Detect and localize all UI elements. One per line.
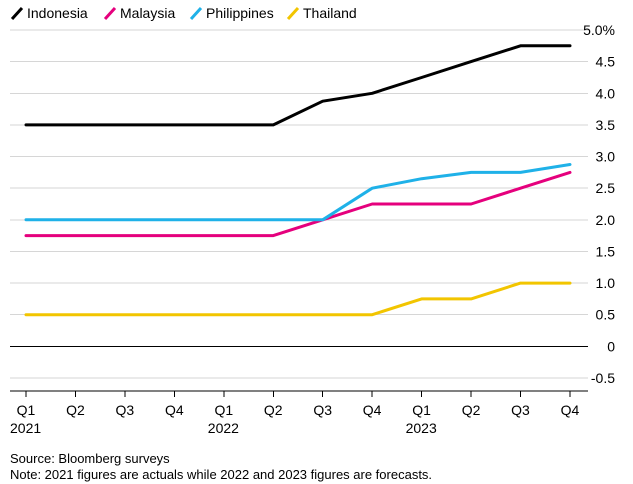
x-tick-label: Q1 [17,402,36,418]
x-axis: Q1 Q2 Q3 Q4 Q1 Q2 Q3 Q4 Q1 Q2 Q3 Q4 2021 2022 2023 [10,390,588,436]
line-chart: Indonesia Malaysia Philippines Thailand 5.0… [10,5,615,436]
x-tick-label: Q4 [561,402,580,418]
source-note: Source: Bloomberg surveys [10,451,170,466]
y-axis-tick-labels: 5.0% 4.5 4.0 3.5 3.0 2.5 2.0 1.5 1.0 0.5 0 -0.5 [583,22,615,386]
legend-swatch-malaysia [103,6,117,21]
series-lines [24,44,572,317]
y-tick-label: 3.0 [596,149,616,165]
legend-swatch-philippines [189,6,203,21]
legend-label-thailand: Thailand [303,5,357,21]
x-tick-label: Q2 [462,402,481,418]
y-tick-label: 5.0% [583,22,615,38]
gridlines [10,29,588,379]
y-tick-label: 4.5 [596,54,616,70]
x-tick-label: Q4 [363,402,382,418]
chart-footer: Source: Bloomberg surveys Note: 2021 fig… [10,451,432,483]
x-tick-label: Q3 [313,402,332,418]
x-year-label: 2022 [208,420,239,436]
y-tick-label: 2.5 [596,180,616,196]
series-line-philippines [24,163,572,222]
series-line-indonesia [24,44,572,127]
legend-swatch-indonesia [10,6,24,21]
forecast-note: Note: 2021 figures are actuals while 202… [10,467,433,482]
x-tick-label: Q2 [66,402,85,418]
x-tick-label: Q2 [264,402,283,418]
y-tick-label: 2.0 [596,212,616,228]
legend: Indonesia Malaysia Philippines Thailand [10,5,357,21]
legend-swatch-thailand [286,6,300,21]
x-tick-label: Q1 [412,402,431,418]
y-tick-label: 0 [607,338,615,354]
y-tick-label: 1.5 [596,243,616,259]
x-tick-label: Q4 [165,402,184,418]
y-tick-label: 1.0 [596,275,616,291]
y-tick-label: 3.5 [596,117,616,133]
y-tick-label: 0.5 [596,307,616,323]
legend-label-philippines: Philippines [206,5,274,21]
x-tick-label: Q1 [214,402,233,418]
legend-label-malaysia: Malaysia [120,5,175,21]
y-tick-label: -0.5 [591,370,615,386]
x-tick-label: Q3 [116,402,135,418]
x-year-label: 2023 [406,420,437,436]
series-line-thailand [24,281,572,317]
x-tick-label: Q3 [511,402,530,418]
legend-label-indonesia: Indonesia [27,5,88,21]
series-line-malaysia [24,170,572,238]
y-tick-label: 4.0 [596,85,616,101]
x-year-label: 2021 [10,420,41,436]
